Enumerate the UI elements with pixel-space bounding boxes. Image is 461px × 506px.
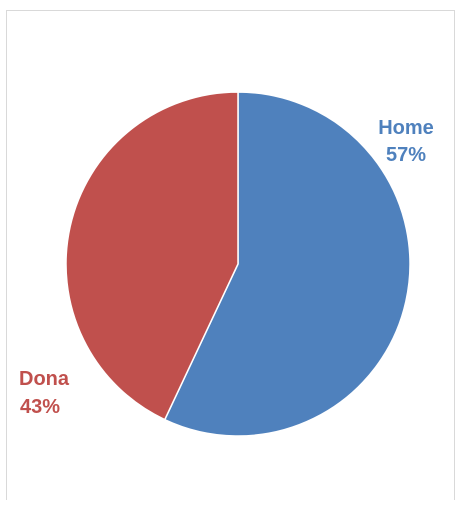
slice-label-dona-name: Dona bbox=[19, 368, 70, 390]
pie-slice-dona bbox=[65, 91, 239, 421]
slice-label-home-value: 57% bbox=[386, 144, 426, 166]
slice-label-home-name: Home bbox=[378, 117, 434, 139]
slice-label-dona-value: 43% bbox=[20, 396, 60, 418]
pie-slice-home bbox=[163, 91, 411, 437]
pie-slices bbox=[65, 91, 411, 437]
